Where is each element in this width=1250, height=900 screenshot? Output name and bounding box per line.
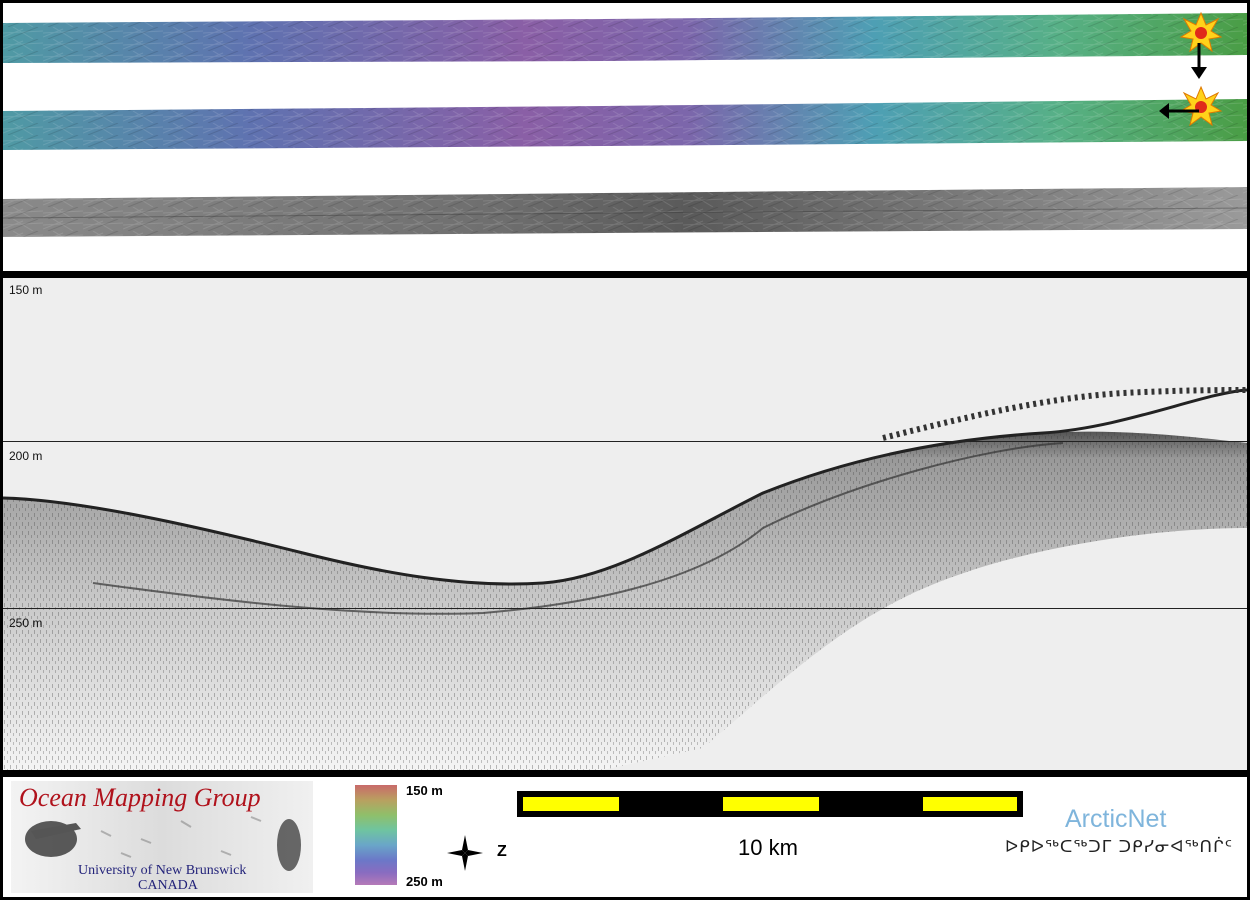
swath-strips: [3, 11, 1247, 237]
scale-bar-segment: [923, 797, 1017, 811]
subbottom-layer: [92, 442, 1064, 615]
depth-label-150: 150 m: [9, 283, 43, 297]
north-arrow-icon: [447, 835, 483, 871]
depth-label-250: 250 m: [9, 616, 43, 630]
depth-gridline-250: [3, 608, 1247, 609]
scale-bar-segment: [523, 797, 619, 811]
seismic-profile: [3, 387, 1247, 770]
omg-logo: [11, 781, 313, 893]
legend-panel: Ocean Mapping Group University of New Br…: [3, 777, 1247, 897]
swath-panel: [3, 3, 1247, 271]
seabed-reflector: [3, 388, 1247, 586]
subbottom-profile-panel: 150 m 200 m 250 m: [3, 278, 1247, 770]
omg-logo-graphic: [25, 816, 301, 871]
arcticnet-logo-subtitle: ᐅᑭᐅᖅᑕᖅᑐᒥ ᑐᑭᓯᓂᐊᖅᑎᒌᑦ: [1005, 837, 1234, 857]
omg-title: Ocean Mapping Group: [19, 783, 261, 812]
arrow-down-icon: [1191, 43, 1207, 79]
north-label: Z: [497, 843, 507, 860]
omg-country: CANADA: [138, 878, 198, 893]
scale-bar-segment: [723, 797, 819, 811]
scale-bar: [517, 791, 1023, 817]
sun-icon: [1179, 11, 1223, 53]
arrow-left-icon: [1159, 103, 1199, 119]
depth-gridline-200: [3, 441, 1247, 442]
scale-label: 10 km: [738, 835, 798, 860]
colorbar-top-label: 150 m: [406, 783, 443, 798]
arcticnet-logo-title: ArcticNet: [1065, 805, 1167, 833]
colorbar-bottom-label: 250 m: [406, 874, 443, 889]
depth-colorbar: [355, 785, 397, 885]
omg-university: University of New Brunswick: [78, 863, 247, 878]
depth-label-200: 200 m: [9, 449, 43, 463]
